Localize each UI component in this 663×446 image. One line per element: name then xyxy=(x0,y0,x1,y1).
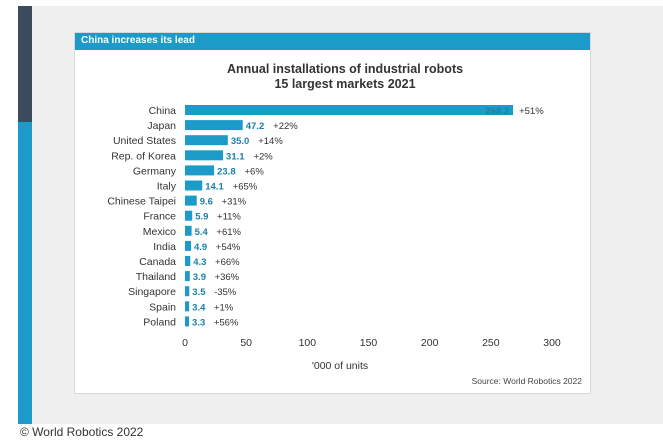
category-label: Japan xyxy=(147,120,176,132)
bar-change-label: +61% xyxy=(216,227,241,238)
bar-china xyxy=(185,105,514,115)
category-label: Chinese Taipei xyxy=(107,196,176,208)
bar-change-label: +65% xyxy=(233,182,258,193)
bar-value-label: 4.9 xyxy=(194,242,207,253)
chart-source: Source: World Robotics 2022 xyxy=(472,376,583,386)
category-label: Thailand xyxy=(136,271,176,283)
bar-value-label: 9.6 xyxy=(200,197,213,208)
bar-canada xyxy=(185,256,191,266)
bar-value-label: 14.1 xyxy=(205,182,224,193)
bar-value-label: 3.3 xyxy=(192,317,205,328)
chart-title: Annual installations of industrial robot… xyxy=(227,62,463,76)
bar-value-label: 4.3 xyxy=(193,257,206,268)
bar-change-label: +54% xyxy=(216,242,241,253)
category-label: Poland xyxy=(143,316,176,328)
x-tick-label: 300 xyxy=(543,337,561,349)
card-header-title: China increases its lead xyxy=(81,35,195,46)
bar-change-label: +66% xyxy=(215,257,240,268)
sidebar-accent-blue xyxy=(18,122,32,424)
bar-india xyxy=(185,240,191,251)
category-label: Germany xyxy=(133,165,177,177)
category-label: China xyxy=(149,105,177,117)
bar-japan xyxy=(185,120,243,131)
bar-value-label: 3.9 xyxy=(193,272,206,283)
category-label: Mexico xyxy=(143,226,176,238)
bar-value-label: 47.2 xyxy=(246,121,265,132)
bar-chinese-taipei xyxy=(185,195,197,206)
copyright-footer: © World Robotics 2022 xyxy=(20,425,144,439)
x-tick-label: 150 xyxy=(360,337,378,349)
category-label: Italy xyxy=(157,181,177,193)
bar-change-label: +22% xyxy=(273,121,298,132)
bar-value-label: 5.4 xyxy=(195,227,209,238)
bar-change-label: +1% xyxy=(214,302,234,313)
x-axis-label: '000 of units xyxy=(312,360,368,372)
bar-france xyxy=(185,210,193,221)
bar-rep-of-korea xyxy=(185,150,224,161)
bar-value-label: 268.2 xyxy=(485,106,509,117)
bar-change-label: +14% xyxy=(258,136,283,147)
bar-value-label: 35.0 xyxy=(231,136,250,147)
category-label: United States xyxy=(113,135,176,147)
bar-value-label: 3.5 xyxy=(192,287,206,298)
bar-change-label: +2% xyxy=(253,151,273,162)
bar-change-label: +56% xyxy=(214,317,239,328)
bar-change-label: +31% xyxy=(222,197,247,208)
x-tick-label: 200 xyxy=(421,337,439,349)
bar-united-states xyxy=(185,135,228,146)
sidebar-accent-dark xyxy=(18,6,32,122)
category-label: Spain xyxy=(149,301,176,313)
bar-poland xyxy=(185,316,190,327)
bar-thailand xyxy=(185,271,190,282)
bar-change-label: +51% xyxy=(519,106,544,117)
card-header: China increases its lead xyxy=(75,33,590,50)
category-label: France xyxy=(143,211,176,223)
bar-value-label: 23.8 xyxy=(217,166,236,177)
bar-spain xyxy=(185,301,190,312)
bar-mexico xyxy=(185,225,192,236)
bar-value-label: 31.1 xyxy=(226,151,245,162)
x-tick-label: 100 xyxy=(299,337,317,349)
bar-change-label: +6% xyxy=(245,166,265,177)
category-label: Singapore xyxy=(128,286,176,298)
bar-value-label: 3.4 xyxy=(192,302,206,313)
bar-germany xyxy=(185,165,215,176)
bar-value-label: 5.9 xyxy=(195,212,208,223)
x-tick-label: 250 xyxy=(482,337,500,349)
bar-change-label: -35% xyxy=(214,287,237,298)
x-tick-label: 50 xyxy=(240,337,252,349)
chart-card: China increases its lead xyxy=(74,32,591,394)
x-tick-label: 0 xyxy=(182,337,188,349)
bar-change-label: +11% xyxy=(217,212,241,223)
category-label: India xyxy=(153,241,176,253)
category-label: Canada xyxy=(139,256,176,268)
bar-singapore xyxy=(185,286,190,297)
bar-italy xyxy=(185,180,203,191)
bar-change-label: +36% xyxy=(215,272,240,283)
chart-subtitle: 15 largest markets 2021 xyxy=(274,77,415,91)
category-label: Rep. of Korea xyxy=(111,150,176,162)
